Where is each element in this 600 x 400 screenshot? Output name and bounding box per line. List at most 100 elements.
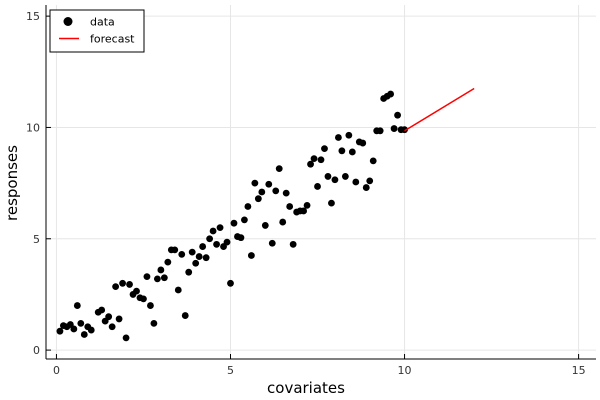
data-point [185, 268, 193, 276]
data-point [213, 240, 220, 248]
data-point [174, 286, 182, 294]
data-point [300, 207, 307, 215]
data-point [317, 156, 325, 164]
data-point [348, 148, 356, 156]
data-point [401, 126, 408, 134]
data-point [206, 235, 214, 243]
data-point [192, 259, 200, 267]
data-point [140, 295, 147, 303]
data-point [307, 160, 314, 168]
data-point [366, 177, 374, 185]
data-point [362, 184, 370, 191]
data-point [230, 219, 238, 227]
data-point [73, 302, 81, 309]
data-point [352, 178, 360, 186]
data-point [282, 189, 290, 197]
data-point [133, 287, 140, 295]
data-point [108, 323, 116, 331]
data-point [359, 139, 367, 147]
data-point [157, 266, 165, 274]
legend: data forecast [49, 9, 145, 53]
y-tick-label: 5 [33, 233, 40, 246]
data-point [195, 253, 203, 260]
data-point [272, 187, 280, 195]
data-point [265, 180, 273, 188]
data-point [275, 165, 283, 173]
data-point [98, 306, 106, 314]
data-point [188, 248, 196, 256]
x-tick-label: 15 [572, 364, 586, 377]
data-point [369, 157, 377, 165]
legend-data-label: data [90, 16, 115, 29]
data-point [77, 319, 85, 327]
data-point [247, 252, 255, 259]
data-point [335, 134, 342, 141]
data-point [237, 234, 245, 242]
series [56, 87, 475, 342]
data-point [289, 240, 297, 248]
y-tick-label: 10 [26, 121, 40, 134]
x-tick-label: 5 [227, 364, 234, 377]
data-point [202, 254, 210, 262]
data-point [181, 312, 189, 319]
data-point [80, 331, 88, 338]
data-point [112, 283, 120, 291]
data-point [261, 222, 269, 229]
data-point [254, 195, 262, 203]
data-point [227, 279, 234, 287]
data-point [122, 334, 130, 342]
data-point [286, 203, 294, 210]
data-point [241, 216, 248, 224]
data-point [171, 246, 179, 254]
data-point [143, 273, 151, 281]
x-axis-label: covariates [267, 379, 345, 397]
legend-box [49, 9, 145, 53]
data-point [390, 125, 398, 132]
data-point [153, 275, 161, 283]
x-tick-label: 10 [398, 364, 412, 377]
data-point [70, 325, 78, 333]
data-point [324, 173, 332, 180]
data-point [105, 313, 113, 321]
data-point [331, 176, 339, 184]
data-point [119, 279, 126, 287]
x-tick-label: 0 [53, 364, 60, 377]
data-point [394, 111, 401, 119]
y-tick-label: 15 [26, 10, 40, 23]
data-point [244, 203, 252, 210]
y-axis-label: responses [3, 145, 21, 221]
data-point [216, 224, 224, 232]
data-point [279, 218, 287, 226]
data-point [178, 250, 186, 258]
data-point [87, 326, 95, 334]
data-point [150, 319, 158, 327]
legend-forecast-label: forecast [90, 33, 135, 46]
forecast-line [404, 87, 475, 132]
data-point [345, 131, 353, 139]
data-point [251, 179, 259, 187]
y-tick-label: 0 [33, 344, 40, 357]
data-point [199, 243, 207, 250]
grid-lines [46, 5, 596, 359]
legend-data-marker [63, 17, 73, 26]
data-point [115, 315, 123, 323]
data-point [314, 183, 321, 190]
data-point [387, 90, 395, 98]
data-point [341, 173, 349, 180]
data-point [338, 147, 346, 155]
data-point [258, 188, 266, 196]
data-point [147, 302, 154, 309]
data-point [328, 199, 335, 207]
data-point [223, 238, 231, 246]
axes [45, 5, 596, 360]
data-point [321, 145, 328, 153]
tick-labels: 0 5 10 15 0 5 10 15 [26, 10, 586, 377]
data-point [303, 201, 311, 209]
data-point [160, 274, 168, 282]
data-point [209, 227, 217, 235]
data-point [126, 281, 133, 288]
data-point [56, 327, 64, 335]
data-point [268, 239, 276, 247]
data-point [376, 127, 384, 135]
